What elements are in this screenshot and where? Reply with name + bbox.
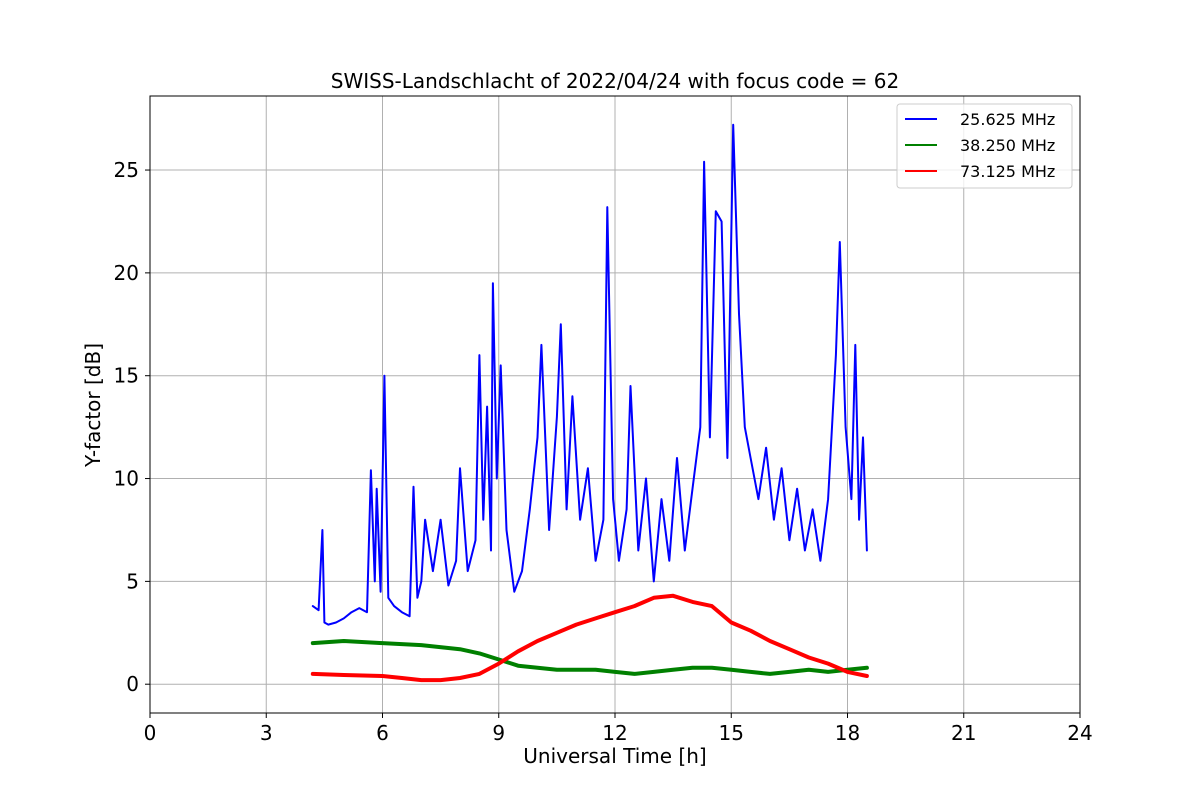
y-tick-label: 20 [114,261,139,285]
x-tick-label: 21 [951,721,976,745]
x-tick-label: 6 [376,721,389,745]
legend-label: 38.250 MHz [960,136,1055,155]
y-axis-label: Y-factor [dB] [81,343,105,468]
y-axis-ticks: 0 5 10 15 20 25 [114,158,150,696]
x-tick-label: 9 [492,721,505,745]
legend-label: 73.125 MHz [960,162,1055,181]
y-tick-label: 10 [114,467,139,491]
x-tick-label: 12 [602,721,627,745]
series-lines [310,123,869,683]
series-line-1 [311,123,868,626]
x-tick-label: 15 [719,721,744,745]
x-axis-label: Universal Time [h] [523,744,706,768]
legend: 25.625 MHz 38.250 MHz 73.125 MHz [896,103,1073,189]
x-tick-label: 3 [260,721,273,745]
series-line-3 [310,593,869,683]
y-tick-label: 15 [114,364,139,388]
x-axis-ticks: 0 3 6 9 12 15 18 21 24 [144,713,1093,745]
chart-title: SWISS-Landschlacht of 2022/04/24 with fo… [331,69,899,93]
y-tick-label: 25 [114,158,139,182]
y-tick-label: 0 [126,672,139,696]
legend-entries: 25.625 MHz 38.250 MHz 73.125 MHz [905,110,1055,181]
legend-box [896,103,1073,189]
series-line-2 [310,639,869,676]
x-tick-label: 0 [144,721,157,745]
y-tick-label: 5 [126,569,139,593]
x-tick-label: 18 [835,721,860,745]
legend-label: 25.625 MHz [960,110,1055,129]
x-tick-label: 24 [1067,721,1092,745]
